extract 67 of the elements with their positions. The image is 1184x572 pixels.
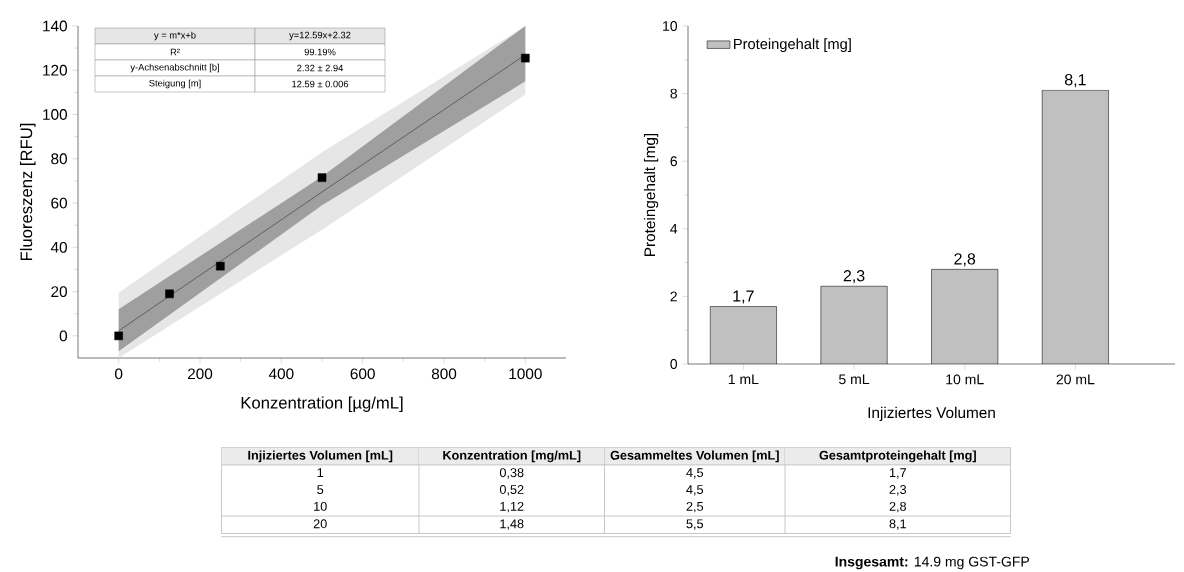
annotation: 12.59 ± 0.006	[292, 80, 349, 88]
text: Insgesamt: 14.9 mg GST-GFP	[835, 556, 1030, 570]
text: 1,7	[889, 468, 906, 479]
point	[114, 331, 123, 341]
text: 1,48	[500, 519, 524, 530]
data-label: 2,3	[843, 270, 865, 284]
text: Injiziertes Volumen [mL]	[248, 450, 393, 463]
y-tick-label: 20	[51, 286, 67, 298]
x-tick-label: 800	[431, 368, 457, 380]
y-tick-label: 80	[51, 153, 67, 165]
y-tick-label: 100	[43, 109, 67, 120]
x-tick-label: 5 mL	[839, 374, 870, 385]
y-tick-label: 0	[670, 359, 678, 369]
x-tick-label: 400	[268, 368, 294, 380]
x-tick-label: 200	[187, 368, 213, 380]
text: Gesamtproteingehalt [mg]	[819, 450, 976, 463]
annotation: y = m*x+b	[154, 31, 196, 41]
y-tick-label: 60	[51, 197, 67, 209]
point	[165, 289, 174, 299]
y-tick-label: 120	[43, 64, 67, 76]
annotation: y-Achsenabschnitt [b]	[130, 63, 219, 73]
y-tick-label: 6	[670, 156, 677, 167]
data-label: 2,8	[954, 253, 976, 267]
y-tick-label: 0	[59, 330, 67, 342]
x-axis-title: Konzentration [µg/mL]	[241, 396, 403, 412]
annotation: y=12.59x+2.32	[289, 31, 351, 41]
text: 2,8	[889, 501, 907, 513]
text: 1,12	[500, 501, 524, 513]
y-tick-label: 2	[670, 291, 677, 302]
x-tick-label: 0	[115, 368, 123, 380]
x-tick-label: 10 mL	[946, 374, 984, 385]
point	[216, 261, 225, 271]
data-label: 1,7	[733, 290, 754, 304]
text: Konzentration [mg/mL]	[443, 450, 581, 463]
y-tick-label: 140	[43, 20, 67, 32]
y-tick-label: 10	[663, 21, 678, 31]
y-tick-label: 4	[670, 224, 678, 234]
text: 8,1	[889, 519, 906, 530]
point	[521, 53, 530, 63]
text: 4,5	[686, 485, 704, 496]
x-tick-label: 1 mL	[728, 374, 759, 385]
x-tick-label: 20 mL	[1056, 374, 1095, 385]
annotation: 99.19%	[304, 48, 336, 56]
text: 5,5	[686, 519, 704, 530]
y-tick-label: 40	[50, 241, 67, 253]
text: 0,52	[499, 485, 524, 496]
x-tick-label: 1000	[509, 368, 542, 380]
annotation: Steigung [m]	[149, 79, 201, 89]
annotation: 2.32 ± 2.94	[297, 64, 344, 72]
data-label: 8,1	[1064, 74, 1086, 88]
x-tick-label: 600	[350, 368, 375, 380]
text: 2,3	[889, 485, 907, 496]
text: 1	[317, 468, 324, 478]
y-tick-label: 8	[670, 88, 677, 99]
text: 5	[317, 485, 324, 494]
text: 10	[314, 501, 327, 511]
legend-label: Proteingehalt [mg]	[734, 38, 851, 53]
point	[317, 173, 327, 182]
text: Gesammeltes Volumen [mL]	[610, 450, 779, 463]
text: 4,5	[686, 468, 704, 479]
text: 0,38	[499, 468, 524, 479]
text: 20	[313, 519, 327, 529]
y-axis-title: Fluoreszenz [RFU]	[19, 123, 36, 261]
text: 2,5	[686, 501, 704, 513]
x-axis-title: Injiziertes Volumen	[868, 406, 995, 422]
annotation: R²	[170, 48, 180, 56]
y-axis-title: Proteingehalt [mg]	[643, 133, 659, 256]
